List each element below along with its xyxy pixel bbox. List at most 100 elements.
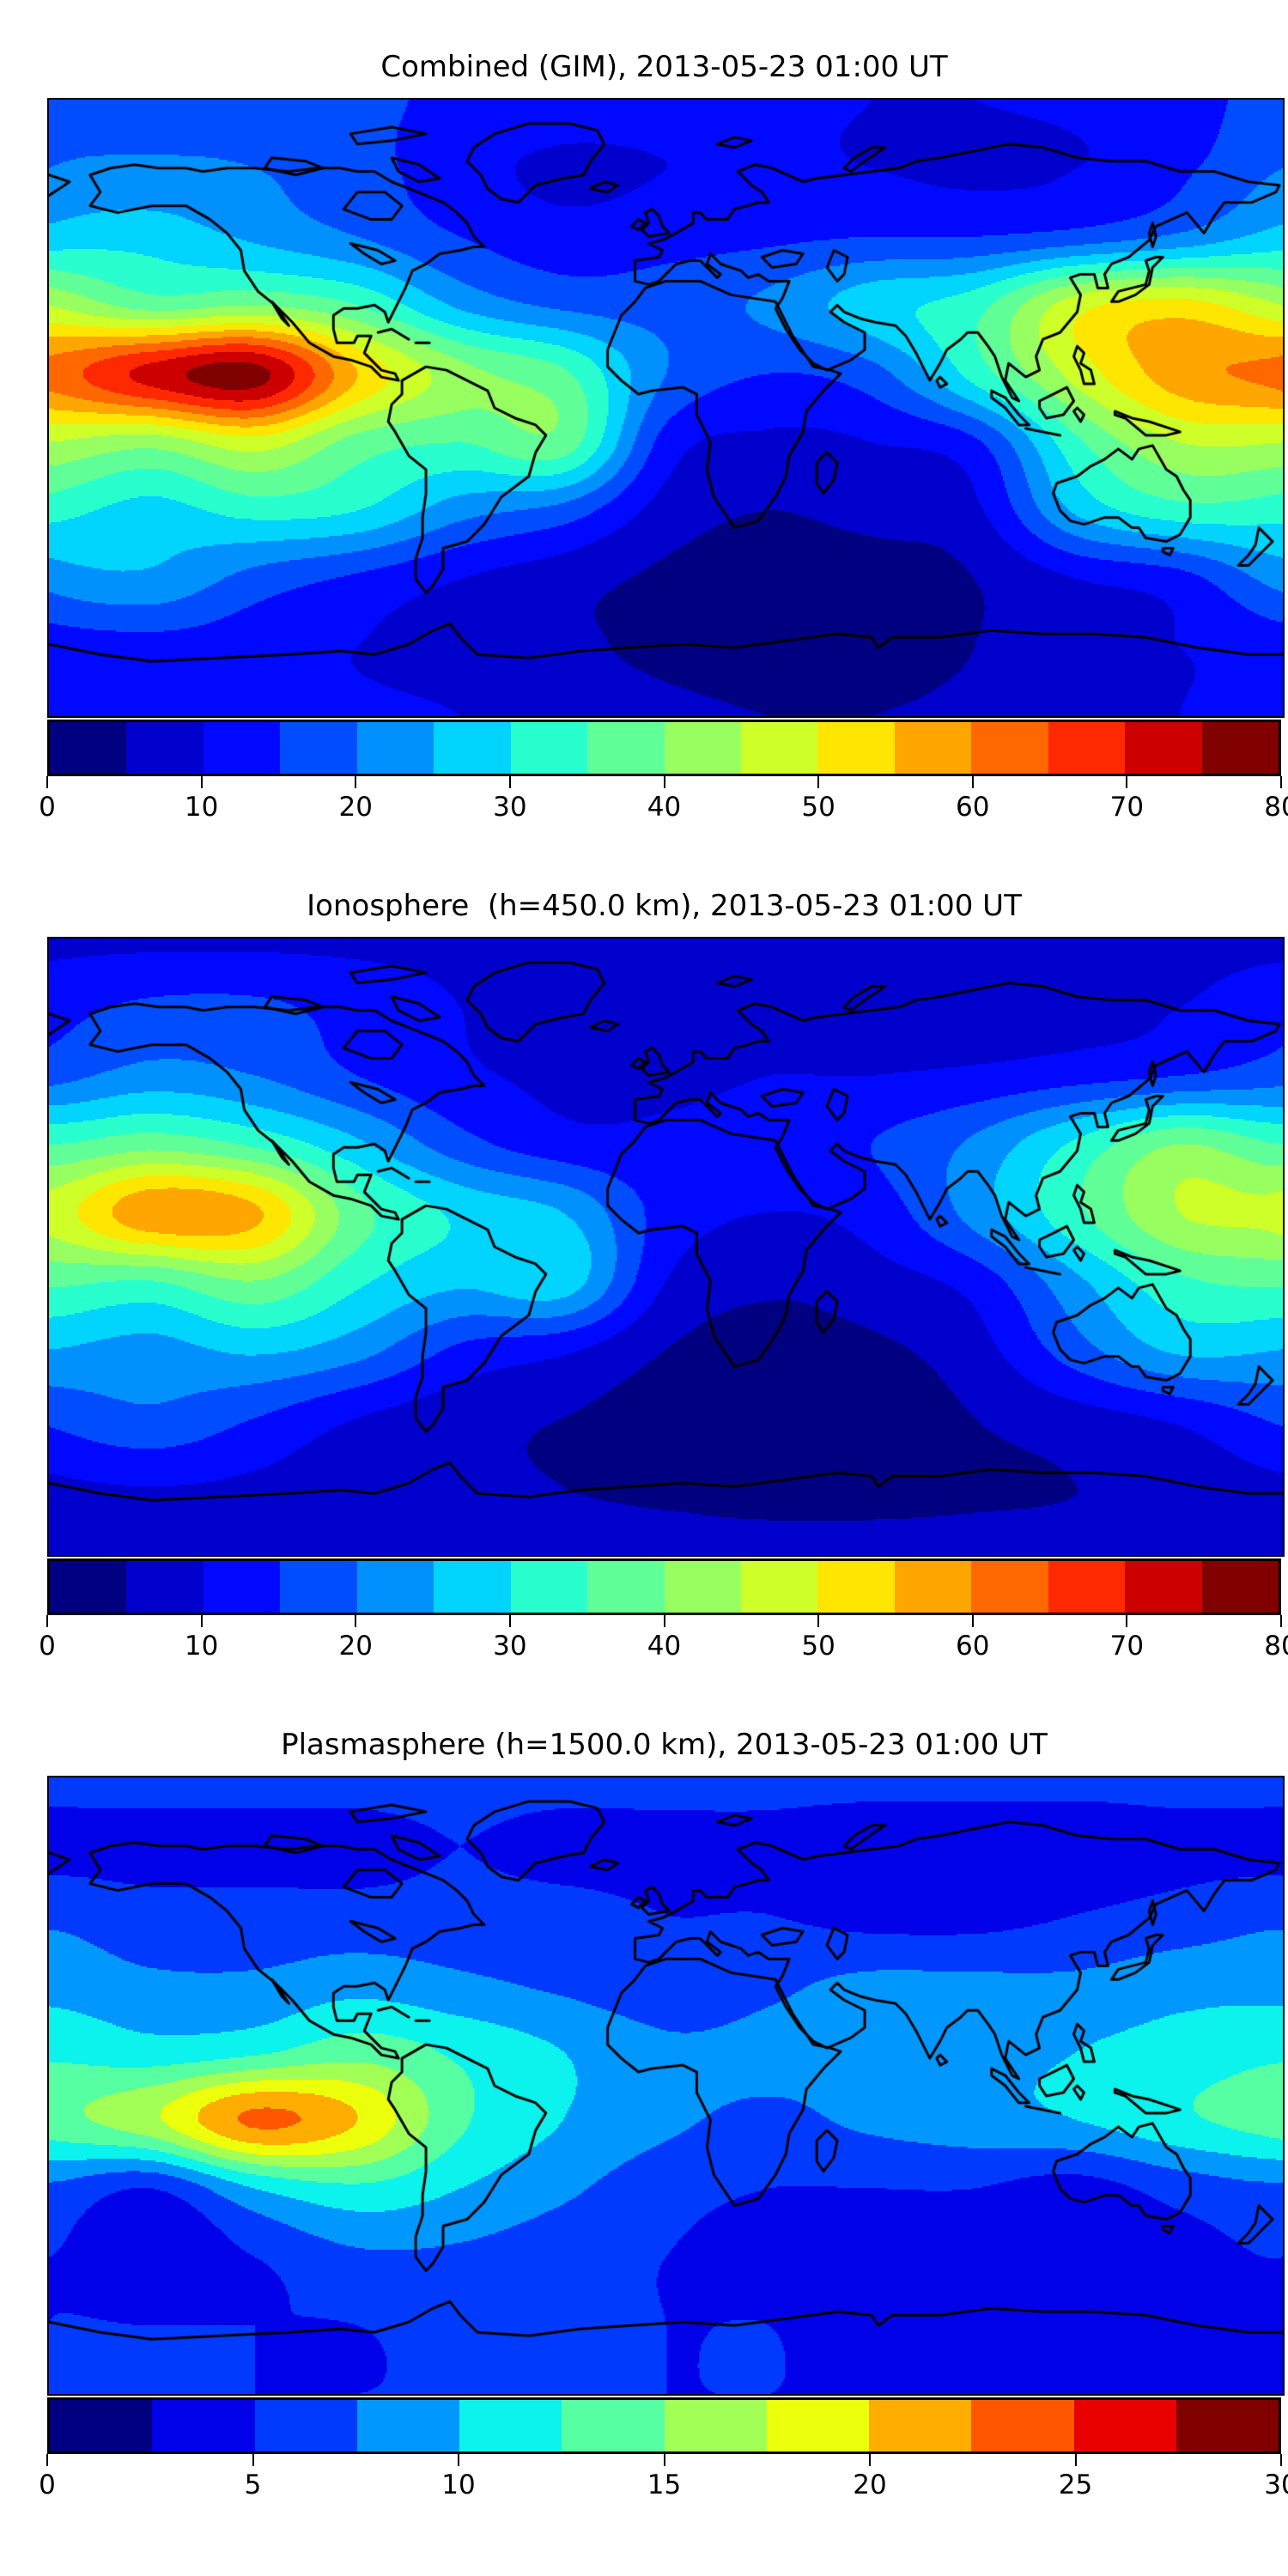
colorbar-swatch	[740, 1561, 818, 1613]
colorbar-swatches-plasmasphere	[47, 2397, 1281, 2454]
colorbar-tick	[817, 776, 820, 788]
colorbar-swatch	[434, 1561, 511, 1613]
colorbar-swatch	[894, 1561, 972, 1613]
colorbar-tick	[663, 776, 665, 788]
colorbar-tick-label: 20	[338, 1631, 373, 1662]
colorbar-labels-ionosphere: 0 10 20 30 40 50 60 70 80	[39, 1627, 1288, 1665]
colorbar-tick-label: 25	[1058, 2470, 1093, 2500]
colorbar-swatch	[50, 1561, 127, 1613]
panel-ionosphere: Ionosphere (h=450.0 km), 2013-05-23 01:0…	[39, 826, 1288, 1665]
panel-title-combined: Combined (GIM), 2013-05-23 01:00 UT	[380, 50, 948, 84]
colorbar-swatch	[894, 722, 972, 774]
colorbar-tick-label: 80	[1264, 1631, 1288, 1662]
colorbar-tick	[200, 776, 203, 788]
colorbar-tick-label: 70	[1109, 1631, 1145, 1662]
colorbar-swatch	[1048, 722, 1126, 774]
colorbar-swatch	[356, 1561, 434, 1613]
colorbar-swatch	[1073, 2400, 1176, 2451]
colorbar-tick	[508, 1615, 511, 1627]
colorbar-swatch	[50, 2400, 153, 2451]
colorbar-tick	[46, 2454, 48, 2466]
colorbar-ticks-plasmasphere	[46, 2454, 1282, 2466]
colorbar-tick	[46, 776, 48, 788]
colorbar-tick	[869, 2454, 871, 2466]
colorbar-tick	[1280, 2454, 1282, 2466]
colorbar-swatch	[510, 722, 588, 774]
colorbar-swatch	[1176, 2400, 1279, 2451]
colorbar-swatch	[152, 2400, 255, 2451]
colorbar-swatch	[203, 1561, 281, 1613]
colorbar-swatch	[356, 722, 434, 774]
coastline-canvas-plasmasphere	[49, 1777, 1283, 2394]
colorbar-swatch	[664, 1561, 741, 1613]
colorbar-swatch	[562, 2400, 665, 2451]
colorbar-swatch	[817, 1561, 895, 1613]
colorbar-ticks-ionosphere	[46, 1615, 1282, 1627]
colorbar-swatch	[459, 2400, 562, 2451]
colorbar-swatch	[280, 722, 357, 774]
colorbar-tick-label: 30	[493, 1631, 527, 1662]
colorbar-swatch	[817, 722, 895, 774]
colorbar-tick-label: 15	[647, 2470, 682, 2500]
colorbar-swatch	[587, 722, 665, 774]
colorbar-tick-label: 20	[338, 792, 373, 823]
colorbar-tick-label: 0	[39, 792, 56, 823]
colorbar-tick-label: 0	[39, 2470, 56, 2500]
panel-title-plasmasphere: Plasmasphere (h=1500.0 km), 2013-05-23 0…	[281, 1728, 1048, 1762]
colorbar-swatch	[126, 1561, 204, 1613]
coastline-canvas-ionosphere	[49, 939, 1283, 1555]
colorbar-tick-label: 0	[39, 1631, 56, 1662]
map-combined-gim	[47, 98, 1285, 718]
colorbar-tick	[663, 2454, 665, 2466]
colorbar-swatch	[356, 2400, 459, 2451]
map-plasmasphere	[47, 1776, 1285, 2396]
colorbar-tick-label: 10	[184, 792, 219, 823]
colorbar-swatch	[126, 722, 204, 774]
colorbar-swatches-ionosphere	[47, 1558, 1281, 1615]
colorbar-tick	[1280, 776, 1282, 788]
colorbar-tick	[252, 2454, 254, 2466]
colorbar-swatch	[664, 2400, 767, 2451]
colorbar-swatch	[434, 722, 511, 774]
colorbar-swatch	[1201, 722, 1279, 774]
colorbar-swatch	[254, 2400, 357, 2451]
colorbar-tick-label: 60	[956, 1631, 990, 1662]
colorbar-swatches-combined	[47, 720, 1281, 776]
colorbar-tick-label: 40	[647, 792, 682, 823]
colorbar-tick-label: 80	[1264, 792, 1288, 823]
colorbar-labels-combined: 0 10 20 30 40 50 60 70 80	[39, 788, 1288, 826]
colorbar-swatch	[740, 722, 818, 774]
colorbar-tick-label: 20	[853, 2470, 887, 2500]
colorbar-swatch	[869, 2400, 972, 2451]
colorbar-tick-label: 50	[801, 1631, 835, 1662]
colorbar-swatch	[971, 2400, 1074, 2451]
colorbar-tick	[1126, 1615, 1128, 1627]
colorbar-combined: 0 10 20 30 40 50 60 70 80	[39, 720, 1288, 826]
colorbar-swatch	[587, 1561, 665, 1613]
colorbar-swatch	[203, 722, 281, 774]
colorbar-tick	[817, 1615, 820, 1627]
coastline-canvas-combined	[49, 100, 1283, 716]
colorbar-tick	[355, 1615, 357, 1627]
colorbar-tick-label: 40	[647, 1631, 682, 1662]
colorbar-tick	[971, 776, 974, 788]
colorbar-swatch	[971, 722, 1048, 774]
colorbar-tick-label: 5	[244, 2470, 262, 2500]
colorbar-swatch	[766, 2400, 869, 2451]
panel-plasmasphere: Plasmasphere (h=1500.0 km), 2013-05-23 0…	[39, 1665, 1288, 2504]
panel-combined-gim: Combined (GIM), 2013-05-23 01:00 UT 0 10 2…	[39, 0, 1288, 826]
colorbar-tick	[1126, 776, 1128, 788]
colorbar-swatch	[1125, 722, 1202, 774]
colorbar-swatch	[1201, 1561, 1279, 1613]
colorbar-tick	[663, 1615, 665, 1627]
colorbar-ticks-combined	[46, 776, 1282, 788]
panel-title-ionosphere: Ionosphere (h=450.0 km), 2013-05-23 01:0…	[307, 889, 1022, 923]
colorbar-swatch	[1048, 1561, 1126, 1613]
colorbar-labels-plasmasphere: 0 5 10 15 20 25 30	[39, 2466, 1288, 2504]
colorbar-swatch	[50, 722, 127, 774]
map-ionosphere	[47, 937, 1285, 1557]
colorbar-tick-label: 60	[956, 792, 990, 823]
colorbar-tick	[200, 1615, 203, 1627]
colorbar-swatch	[664, 722, 741, 774]
colorbar-tick-label: 50	[801, 792, 835, 823]
